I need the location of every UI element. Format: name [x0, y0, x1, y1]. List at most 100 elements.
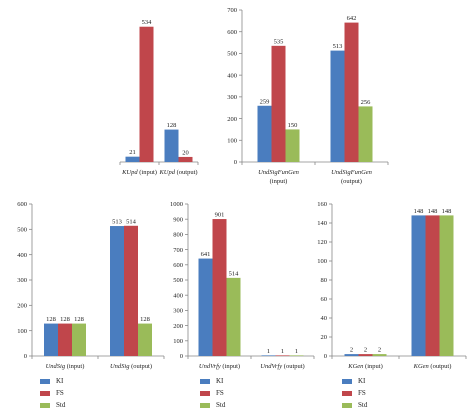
category-label: KGen (output): [413, 363, 452, 370]
legend-item-std: Std: [200, 400, 225, 410]
y-tick-label: 40: [321, 315, 328, 322]
legend-label: KI: [358, 377, 366, 385]
y-tick-label: 100: [317, 258, 327, 265]
data-label: 534: [142, 19, 153, 26]
y-tick-label: 200: [17, 303, 27, 310]
chart-kupd: 21 534 KUpd (input) 128 20 KUpd (output): [98, 6, 200, 196]
bar-std: [289, 355, 304, 356]
chart-svg: 0 100 200 300 400 500 600 128 128 128 UndSig (inpu…: [17, 201, 165, 370]
data-label: 21: [129, 149, 136, 156]
legend-swatch: [40, 390, 50, 396]
bar-std: [138, 323, 152, 356]
data-label: 535: [274, 38, 284, 45]
legend-swatch: [200, 378, 210, 384]
bar-ki: [257, 105, 272, 162]
category-label: UndSig (input): [46, 363, 85, 370]
legend-swatch: [200, 402, 210, 408]
bar-ki: [344, 354, 359, 356]
data-label: 901: [215, 212, 225, 219]
y-tick-label: 100: [173, 338, 183, 345]
y-tick-label: 600: [227, 29, 237, 36]
legend-item-ki: KI: [200, 376, 225, 386]
legend-item-fs: FS: [40, 388, 65, 398]
data-label: 642: [347, 15, 357, 22]
y-tick-label: 300: [17, 277, 27, 284]
category-label: KGen (input): [347, 363, 383, 370]
category-label: UndVrfy (input): [199, 363, 240, 370]
legend-swatch: [40, 378, 50, 384]
legend-item-ki: KI: [40, 376, 65, 386]
legend-label: KI: [216, 377, 224, 385]
y-tick-label: 0: [234, 159, 237, 166]
chart-undsig: 0 100 200 300 400 500 600 128 128 128 UndSig (inpu…: [8, 200, 170, 384]
category-label: UndSigFunGen: [258, 169, 299, 176]
data-label: 128: [74, 316, 84, 323]
bar-std: [439, 215, 454, 356]
y-tick-label: 400: [173, 292, 183, 299]
chart-kgen: 0 20 40 60 80 100 120 140 160 2 2 2 KGen (input) 148 1…: [310, 200, 470, 384]
data-label: 148: [428, 208, 438, 215]
bar-fs: [58, 323, 72, 356]
data-label: 148: [414, 208, 424, 215]
y-tick-label: 700: [173, 247, 183, 254]
legend-label: Std: [358, 401, 368, 409]
legend-undvrfy: KI FS Std: [200, 376, 225, 412]
chart-svg: 0 100 200 300 400 500 600 700 800 900 1000 641 901 51…: [170, 201, 315, 370]
legend-item-fs: FS: [342, 388, 367, 398]
bar-ki: [110, 226, 124, 356]
legend-item-std: Std: [342, 400, 367, 410]
bar-ki: [198, 258, 213, 356]
chart-undvrfy: 0 100 200 300 400 500 600 700 800 900 1000 641 901 51…: [168, 200, 315, 384]
bar-std: [358, 106, 373, 162]
data-label: 20: [182, 149, 189, 156]
legend-label: Std: [216, 401, 226, 409]
data-label: 148: [442, 208, 452, 215]
legend-label: FS: [216, 389, 224, 397]
y-tick-label: 0: [24, 353, 27, 360]
data-label: 1: [267, 348, 270, 355]
bar-fs: [425, 215, 440, 356]
bar-fs: [271, 45, 286, 163]
data-label: 514: [229, 270, 240, 277]
bar-ki: [330, 50, 345, 162]
legend-label: FS: [358, 389, 366, 397]
y-tick-label: 20: [321, 334, 328, 341]
legend-swatch: [200, 390, 210, 396]
y-tick-label: 1000: [170, 201, 183, 208]
data-label: 259: [260, 98, 270, 105]
bar-fs: [124, 225, 138, 356]
category-label: UndSig (output): [110, 363, 152, 370]
data-label: 2: [378, 347, 381, 354]
y-tick-label: 300: [227, 94, 237, 101]
y-tick-label: 300: [173, 308, 183, 315]
legend-label: Std: [56, 401, 66, 409]
data-label: 513: [333, 43, 343, 50]
y-tick-label: 600: [173, 262, 183, 269]
bar-fs: [178, 156, 193, 162]
legend-item-fs: FS: [200, 388, 225, 398]
y-tick-label: 400: [17, 252, 27, 259]
y-tick-label: 160: [317, 201, 327, 208]
y-tick-label: 0: [180, 353, 183, 360]
y-tick-label: 400: [227, 72, 237, 79]
data-label: 1: [295, 348, 298, 355]
data-label: 514: [126, 218, 137, 225]
y-tick-label: 500: [17, 227, 27, 234]
bar-fs: [358, 354, 373, 356]
data-label: 2: [364, 347, 367, 354]
legend-item-ki: KI: [342, 376, 367, 386]
category-label-line2: (output): [341, 178, 362, 185]
bar-ki: [44, 323, 58, 356]
y-tick-label: 200: [173, 323, 183, 330]
bar-fs: [212, 219, 227, 356]
category-label-line2: (input): [270, 178, 288, 185]
y-tick-label: 800: [173, 232, 183, 239]
legend-swatch: [342, 402, 352, 408]
y-tick-label: 100: [227, 137, 237, 144]
data-label: 128: [140, 316, 150, 323]
legend-label: KI: [56, 377, 64, 385]
y-tick-label: 500: [227, 51, 237, 58]
data-label: 256: [361, 99, 372, 106]
y-tick-label: 0: [324, 353, 327, 360]
y-tick-label: 900: [173, 216, 183, 223]
